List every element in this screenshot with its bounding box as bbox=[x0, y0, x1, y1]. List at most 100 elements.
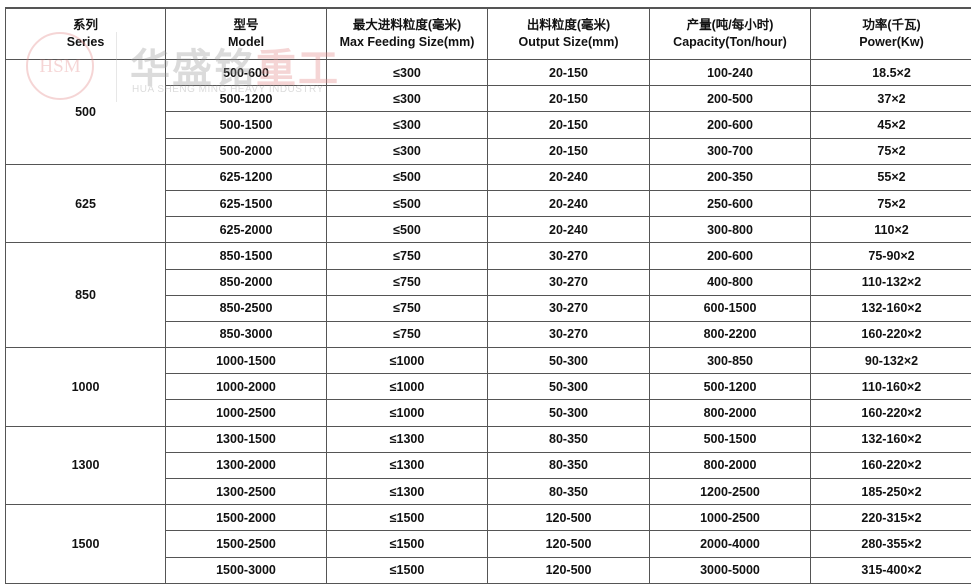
series-cell: 1000 bbox=[5, 347, 166, 427]
feed-size-cell: ≤300 bbox=[326, 58, 488, 87]
power-cell: 55×2 bbox=[810, 163, 971, 191]
header-cn: 出料粒度(毫米) bbox=[526, 18, 611, 32]
series-cell: 1300 bbox=[5, 425, 166, 506]
table-row: 1500 1500-2000 ≤1500 120-500 1000-2500 220-31… bbox=[5, 504, 971, 584]
series-cell: 850 bbox=[5, 242, 166, 349]
feed-size-cell: ≤1000 bbox=[326, 373, 488, 401]
power-cell: 185-250×2 bbox=[810, 477, 971, 506]
series-cell: 500 bbox=[5, 59, 166, 165]
feed-size-cell: ≤1000 bbox=[326, 347, 488, 375]
power-cell: 160-220×2 bbox=[810, 320, 971, 349]
model-cell: 1000-2500 bbox=[165, 399, 327, 427]
table-row: 625-1500 ≤500 20-240 250-600 75×2 bbox=[6, 189, 971, 218]
output-size-cell: 80-350 bbox=[487, 477, 650, 506]
feed-size-cell: ≤750 bbox=[326, 294, 488, 322]
model-cell: 1000-1500 bbox=[165, 347, 327, 375]
power-cell: 280-355×2 bbox=[810, 530, 971, 558]
capacity-cell: 200-600 bbox=[649, 111, 811, 139]
model-cell: 500-600 bbox=[165, 58, 327, 87]
capacity-cell: 800-2000 bbox=[649, 399, 811, 427]
capacity-cell: 500-1200 bbox=[649, 373, 811, 401]
header-en: Series bbox=[66, 35, 105, 49]
power-cell: 37×2 bbox=[810, 85, 971, 113]
model-cell: 1500-3000 bbox=[165, 556, 327, 584]
capacity-cell: 600-1500 bbox=[649, 294, 811, 322]
feed-size-cell: ≤1500 bbox=[326, 556, 488, 584]
power-cell: 110×2 bbox=[810, 216, 971, 244]
capacity-cell: 200-350 bbox=[649, 163, 811, 191]
model-cell: 500-1200 bbox=[165, 85, 327, 113]
power-cell: 315-400×2 bbox=[810, 556, 971, 584]
header-en: Power(Kw) bbox=[859, 35, 924, 49]
capacity-cell: 2000-4000 bbox=[649, 530, 811, 558]
output-size-cell: 50-300 bbox=[487, 399, 650, 427]
table-row: 850 850-1500 ≤750 30-270 200-600 75-90×2 bbox=[5, 242, 971, 349]
table-row: 1300-2000 ≤1300 80-350 800-2000 160-220×2 bbox=[6, 451, 971, 480]
table-row: 850-2000 ≤750 30-270 400-800 110-132×2 bbox=[6, 268, 971, 296]
output-size-cell: 80-350 bbox=[487, 425, 650, 453]
output-size-cell: 120-500 bbox=[487, 530, 650, 558]
output-size-cell: 30-270 bbox=[487, 268, 650, 296]
table-row: 1300-2500 ≤1300 80-350 1200-2500 185-250×2 bbox=[6, 477, 971, 506]
model-cell: 1300-2000 bbox=[165, 451, 327, 480]
model-cell: 850-1500 bbox=[165, 242, 327, 270]
model-cell: 1500-2000 bbox=[165, 504, 327, 532]
table-row: 1000 1000-1500 ≤1000 50-300 300-850 90-132×2 bbox=[5, 347, 971, 427]
capacity-cell: 300-850 bbox=[649, 347, 811, 375]
feed-size-cell: ≤1300 bbox=[326, 477, 488, 506]
header-cn: 系列 bbox=[72, 18, 98, 32]
power-cell: 75×2 bbox=[810, 137, 971, 165]
power-cell: 75-90×2 bbox=[810, 242, 971, 270]
series-cell: 625 bbox=[5, 163, 166, 244]
model-cell: 850-3000 bbox=[165, 320, 327, 349]
table-row: 625 625-1200 ≤500 20-240 200-350 55×2 bbox=[5, 163, 971, 244]
output-size-cell: 80-350 bbox=[487, 451, 650, 480]
table-row: 850-2500 ≤750 30-270 600-1500 132-160×2 bbox=[6, 294, 971, 322]
output-size-cell: 30-270 bbox=[487, 294, 650, 322]
column-header: 型号 Model bbox=[165, 7, 327, 60]
output-size-cell: 120-500 bbox=[487, 504, 650, 532]
feed-size-cell: ≤750 bbox=[326, 320, 488, 349]
output-size-cell: 50-300 bbox=[487, 347, 650, 375]
model-cell: 850-2000 bbox=[165, 268, 327, 296]
header-cn: 最大进料粒度(毫米) bbox=[352, 18, 462, 32]
output-size-cell: 20-150 bbox=[487, 58, 650, 87]
feed-size-cell: ≤1300 bbox=[326, 425, 488, 453]
power-cell: 75×2 bbox=[810, 189, 971, 218]
specs-table: 系列 Series 型号 Model 最大进料粒度(毫米) Max Feeding Siz… bbox=[5, 7, 971, 584]
capacity-cell: 200-600 bbox=[649, 242, 811, 270]
model-cell: 625-2000 bbox=[165, 216, 327, 244]
power-cell: 160-220×2 bbox=[810, 399, 971, 427]
capacity-cell: 500-1500 bbox=[649, 425, 811, 453]
capacity-cell: 250-600 bbox=[649, 189, 811, 218]
capacity-cell: 300-700 bbox=[649, 137, 811, 165]
header-cn: 产量(吨/每小时) bbox=[686, 18, 774, 32]
feed-size-cell: ≤500 bbox=[326, 189, 488, 218]
column-header: 出料粒度(毫米) Output Size(mm) bbox=[487, 7, 650, 60]
column-header: 系列 Series bbox=[5, 7, 166, 60]
header-en: Capacity(Ton/hour) bbox=[673, 35, 787, 49]
column-header: 产量(吨/每小时) Capacity(Ton/hour) bbox=[649, 7, 811, 60]
feed-size-cell: ≤1500 bbox=[326, 504, 488, 532]
table-row: 1500-2500 ≤1500 120-500 2000-4000 280-355×2 bbox=[6, 530, 971, 558]
output-size-cell: 30-270 bbox=[487, 320, 650, 349]
header-en: Output Size(mm) bbox=[518, 35, 619, 49]
capacity-cell: 300-800 bbox=[649, 216, 811, 244]
header-row: 系列 Series 型号 Model 最大进料粒度(毫米) Max Feeding Siz… bbox=[5, 7, 971, 60]
header-en: Model bbox=[227, 35, 265, 49]
model-cell: 1500-2500 bbox=[165, 530, 327, 558]
capacity-cell: 100-240 bbox=[649, 58, 811, 87]
capacity-cell: 1200-2500 bbox=[649, 477, 811, 506]
feed-size-cell: ≤1500 bbox=[326, 530, 488, 558]
column-header: 最大进料粒度(毫米) Max Feeding Size(mm) bbox=[326, 7, 488, 60]
feed-size-cell: ≤750 bbox=[326, 268, 488, 296]
model-cell: 1300-1500 bbox=[165, 425, 327, 453]
table-row: 1300 1300-1500 ≤1300 80-350 500-1500 132-160×… bbox=[5, 425, 971, 506]
header-cn: 型号 bbox=[233, 18, 259, 32]
output-size-cell: 20-150 bbox=[487, 137, 650, 165]
power-cell: 160-220×2 bbox=[810, 451, 971, 480]
feed-size-cell: ≤750 bbox=[326, 242, 488, 270]
power-cell: 110-132×2 bbox=[810, 268, 971, 296]
column-header: 功率(千瓦) Power(Kw) bbox=[810, 7, 971, 60]
output-size-cell: 20-150 bbox=[487, 111, 650, 139]
